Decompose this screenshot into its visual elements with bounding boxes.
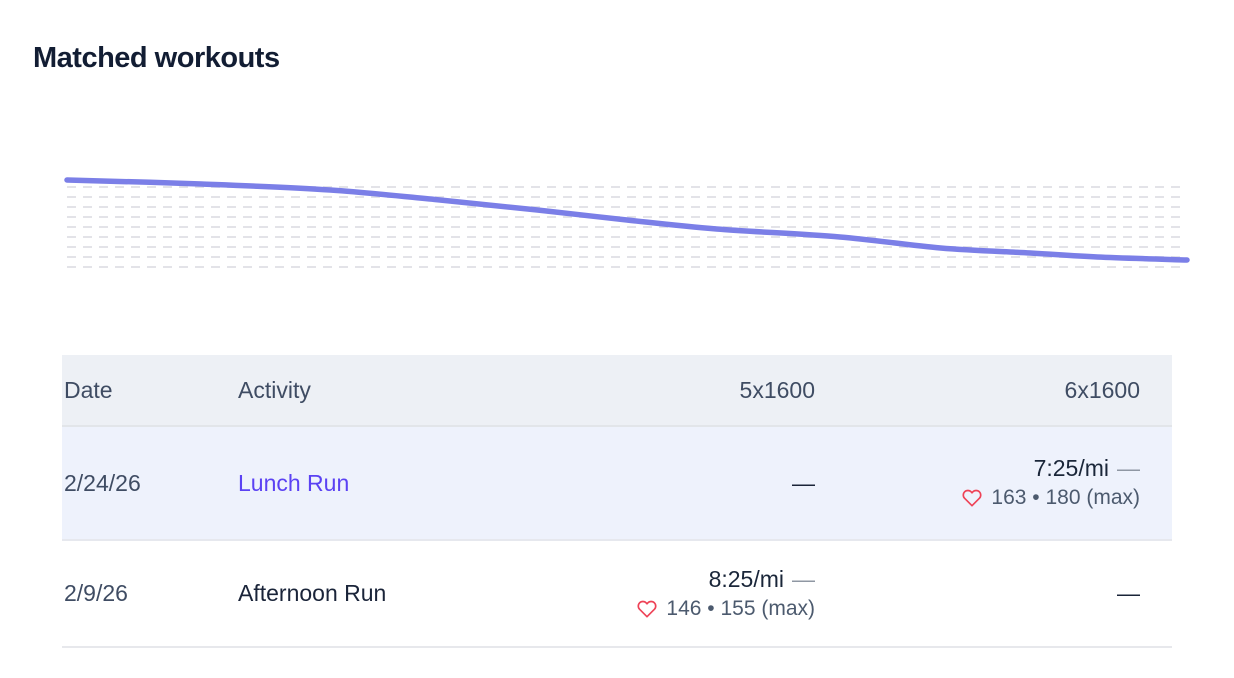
pace-value: 7:25/mi bbox=[1033, 455, 1109, 481]
workout-6x1600-cell: — bbox=[1117, 580, 1140, 606]
chart-dot-grid bbox=[67, 186, 1187, 268]
workout-6x1600-cell: 7:25/mi — 163 • 180 (max) bbox=[815, 453, 1172, 513]
table-row: 2/9/26 Afternoon Run 8:25/mi — 146 • 155… bbox=[62, 541, 1172, 648]
matched-workouts-table: Date Activity 5x1600 6x1600 2/24/26 Lunc… bbox=[62, 355, 1172, 648]
heart-icon bbox=[636, 599, 658, 619]
activity-link[interactable]: Afternoon Run bbox=[238, 580, 387, 606]
trend-chart bbox=[64, 170, 1190, 270]
column-header-date: Date bbox=[64, 376, 113, 403]
date-cell: 2/24/26 bbox=[64, 469, 141, 496]
pace-delta-dash: — bbox=[792, 565, 815, 592]
date-cell: 2/9/26 bbox=[64, 580, 128, 606]
workout-5x1600-cell: 8:25/mi — 146 • 155 (max) bbox=[515, 564, 815, 624]
table-header-row: Date Activity 5x1600 6x1600 bbox=[62, 355, 1172, 427]
heart-rate-value: 146 • 155 (max) bbox=[666, 596, 815, 620]
trend-line-svg bbox=[64, 177, 1190, 263]
column-header-6x1600: 6x1600 bbox=[1064, 376, 1140, 403]
activity-cell: Lunch Run bbox=[236, 470, 515, 497]
column-header-activity: Activity bbox=[238, 376, 311, 403]
heart-icon-path bbox=[637, 600, 657, 618]
page-title: Matched workouts bbox=[33, 42, 280, 74]
heart-rate-value: 163 • 180 (max) bbox=[991, 486, 1140, 509]
heart-rate-line: 146 • 155 (max) bbox=[636, 594, 815, 624]
workout-5x1600-cell: — bbox=[792, 469, 815, 496]
pace-line: 7:25/mi — bbox=[1034, 453, 1140, 483]
pace-delta-dash: — bbox=[1117, 455, 1140, 481]
heart-icon bbox=[961, 488, 983, 508]
column-header-5x1600: 5x1600 bbox=[739, 376, 815, 403]
heart-icon-path bbox=[962, 489, 982, 507]
pace-line: 8:25/mi — bbox=[709, 564, 815, 594]
trend-line bbox=[64, 177, 1190, 263]
table-row: 2/24/26 Lunch Run — 7:25/mi — 163 • 180 … bbox=[62, 427, 1172, 541]
activity-cell: Afternoon Run bbox=[236, 580, 515, 607]
pace-value: 8:25/mi bbox=[708, 565, 784, 592]
activity-link[interactable]: Lunch Run bbox=[238, 469, 350, 496]
heart-rate-line: 163 • 180 (max) bbox=[961, 483, 1140, 513]
